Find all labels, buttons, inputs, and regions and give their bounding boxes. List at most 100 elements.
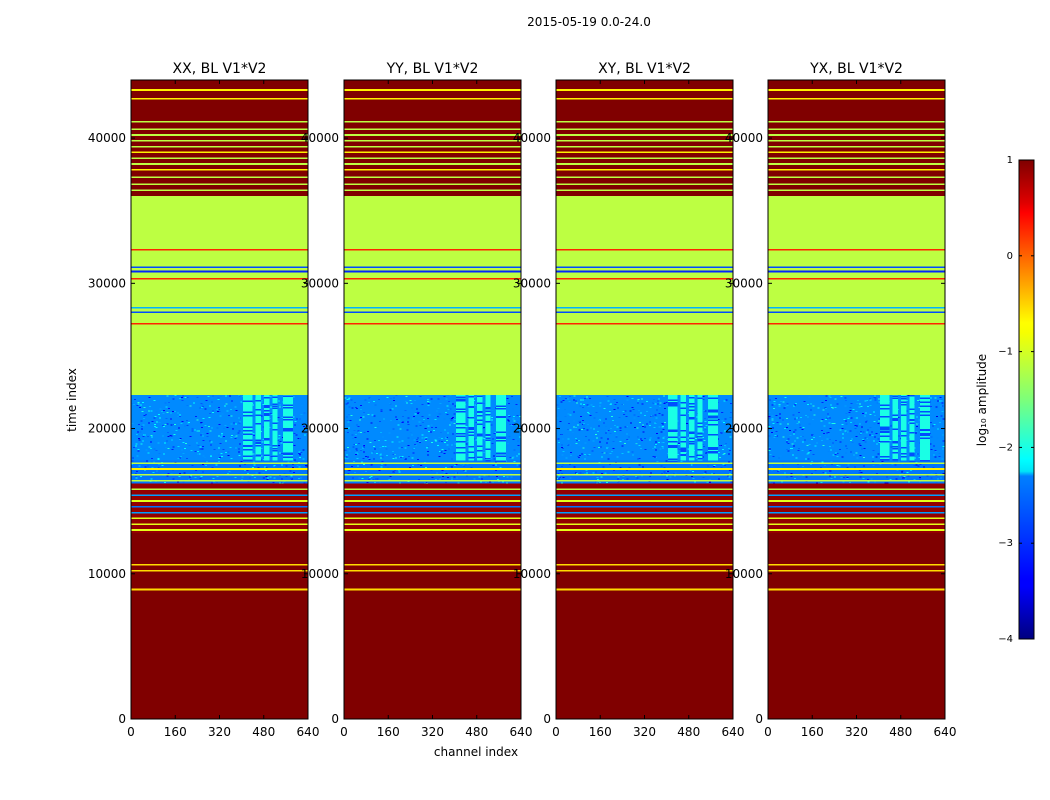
noise-cell <box>941 464 944 466</box>
noise-cell <box>640 398 643 400</box>
noise-cell <box>206 436 209 437</box>
signal-gap <box>697 436 703 438</box>
noise-cell <box>597 447 600 449</box>
noise-cell <box>454 443 457 445</box>
noise-cell <box>252 453 255 455</box>
noise-cell <box>240 460 243 462</box>
noise-cell <box>393 400 396 402</box>
noise-cell <box>510 476 513 478</box>
noise-cell <box>269 475 272 477</box>
noise-cell <box>859 476 862 478</box>
signal-gap <box>909 419 915 422</box>
noise-cell <box>942 440 945 442</box>
noise-cell <box>136 455 139 457</box>
noise-cell <box>229 447 232 449</box>
signal-gap <box>668 405 678 407</box>
signal-gap <box>272 422 278 425</box>
noise-cell <box>717 478 720 480</box>
noise-cell <box>729 470 731 472</box>
noise-cell <box>508 402 511 404</box>
noise-cell <box>362 412 365 413</box>
noise-cell <box>416 440 419 442</box>
noise-cell <box>201 406 204 408</box>
time-line <box>344 128 521 130</box>
signal-gap <box>892 458 898 461</box>
noise-cell <box>625 416 628 417</box>
time-line <box>768 176 945 178</box>
noise-cell <box>152 471 155 473</box>
signal-gap <box>680 441 686 443</box>
noise-cell <box>772 456 775 458</box>
noise-cell <box>353 429 356 431</box>
noise-cell <box>600 446 603 448</box>
noise-cell <box>352 446 355 448</box>
noise-cell <box>357 465 360 467</box>
noise-cell <box>427 403 430 404</box>
time-line <box>131 128 308 130</box>
signal-gap <box>892 417 898 420</box>
noise-cell <box>252 432 255 434</box>
noise-cell <box>810 403 812 405</box>
signal-gap <box>880 431 890 433</box>
noise-cell <box>878 401 881 403</box>
noise-cell <box>660 457 663 459</box>
noise-cell <box>357 426 360 428</box>
noise-cell <box>172 398 175 400</box>
noise-cell <box>793 418 796 420</box>
noise-cell <box>907 475 910 477</box>
noise-cell <box>155 481 158 482</box>
noise-cell <box>371 463 374 465</box>
signal-gap <box>892 419 898 421</box>
noise-cell <box>435 427 438 429</box>
noise-cell <box>586 423 589 425</box>
noise-cell <box>901 477 904 479</box>
noise-cell <box>401 456 404 458</box>
signal-gap <box>243 455 253 457</box>
noise-cell <box>841 456 844 458</box>
noise-cell <box>836 456 839 457</box>
noise-cell <box>561 463 564 465</box>
signal-gap <box>283 453 293 456</box>
noise-cell <box>401 440 404 442</box>
row-band <box>768 80 945 197</box>
time-line <box>768 462 945 464</box>
noise-cell <box>860 427 863 429</box>
noise-cell <box>200 434 203 436</box>
noise-cell <box>643 415 646 416</box>
noise-cell <box>372 458 375 460</box>
noise-cell <box>225 395 228 397</box>
noise-cell <box>768 424 770 426</box>
signal-gap <box>456 440 466 443</box>
noise-cell <box>861 439 864 440</box>
noise-cell <box>825 395 828 397</box>
noise-cell <box>822 432 825 434</box>
noise-cell <box>238 443 241 445</box>
time-line <box>131 176 308 178</box>
signal-gap <box>485 414 491 416</box>
noise-cell <box>829 470 832 472</box>
noise-cell <box>616 407 619 409</box>
panel-2: XY, BL V1*V20 160 320 480 640010000200003000… <box>513 61 745 739</box>
noise-cell <box>282 437 284 439</box>
noise-cell <box>580 403 582 405</box>
noise-cell <box>801 466 804 468</box>
time-line <box>768 529 945 531</box>
noise-cell <box>220 452 223 454</box>
noise-cell <box>771 418 774 419</box>
noise-cell <box>874 399 877 401</box>
noise-cell <box>368 397 371 399</box>
x-tick-label: 480 <box>889 725 912 739</box>
noise-cell <box>856 417 859 419</box>
noise-cell <box>293 424 296 426</box>
noise-cell <box>217 454 220 456</box>
noise-cell <box>919 478 922 480</box>
noise-cell <box>438 455 441 457</box>
noise-cell <box>420 464 423 465</box>
noise-cell <box>453 423 456 424</box>
noise-cell <box>417 412 420 413</box>
noise-cell <box>561 434 564 436</box>
noise-cell <box>388 445 391 447</box>
colorbar-tick-label: 1 <box>1007 155 1013 166</box>
noise-cell <box>221 434 224 436</box>
noise-cell <box>860 406 863 408</box>
